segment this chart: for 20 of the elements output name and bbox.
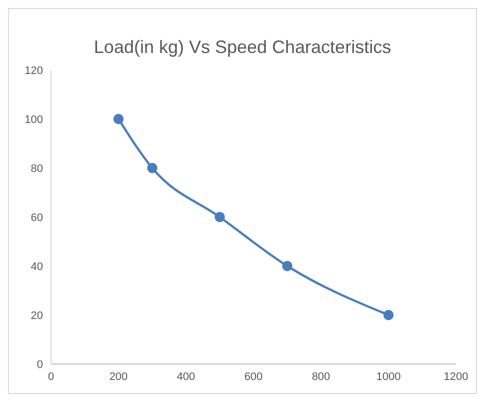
y-tick-label: 40	[30, 260, 43, 273]
point	[282, 260, 292, 272]
point	[113, 114, 124, 124]
x-tick-label: 1000	[376, 370, 401, 383]
x-tick-label: 400	[176, 370, 196, 383]
point	[214, 212, 225, 222]
x-tick-label: 0	[48, 370, 54, 383]
y-tick-label: 0	[36, 358, 43, 371]
y-tick-label: 20	[30, 310, 43, 322]
y-tick-label: 60	[30, 212, 43, 224]
chart-title: Load(in kg) Vs Speed Characteristics	[92, 37, 392, 58]
x-tick-label: 1200	[444, 370, 468, 383]
y-tick-label: 120	[24, 64, 43, 77]
x-tick-label: 800	[312, 370, 330, 383]
point	[383, 310, 394, 320]
y-tick-label: 100	[24, 114, 43, 126]
x-tick-label: 600	[244, 370, 263, 383]
point	[147, 162, 158, 174]
y-tick-label: 80	[30, 162, 43, 175]
x-tick-label: 200	[109, 370, 128, 383]
